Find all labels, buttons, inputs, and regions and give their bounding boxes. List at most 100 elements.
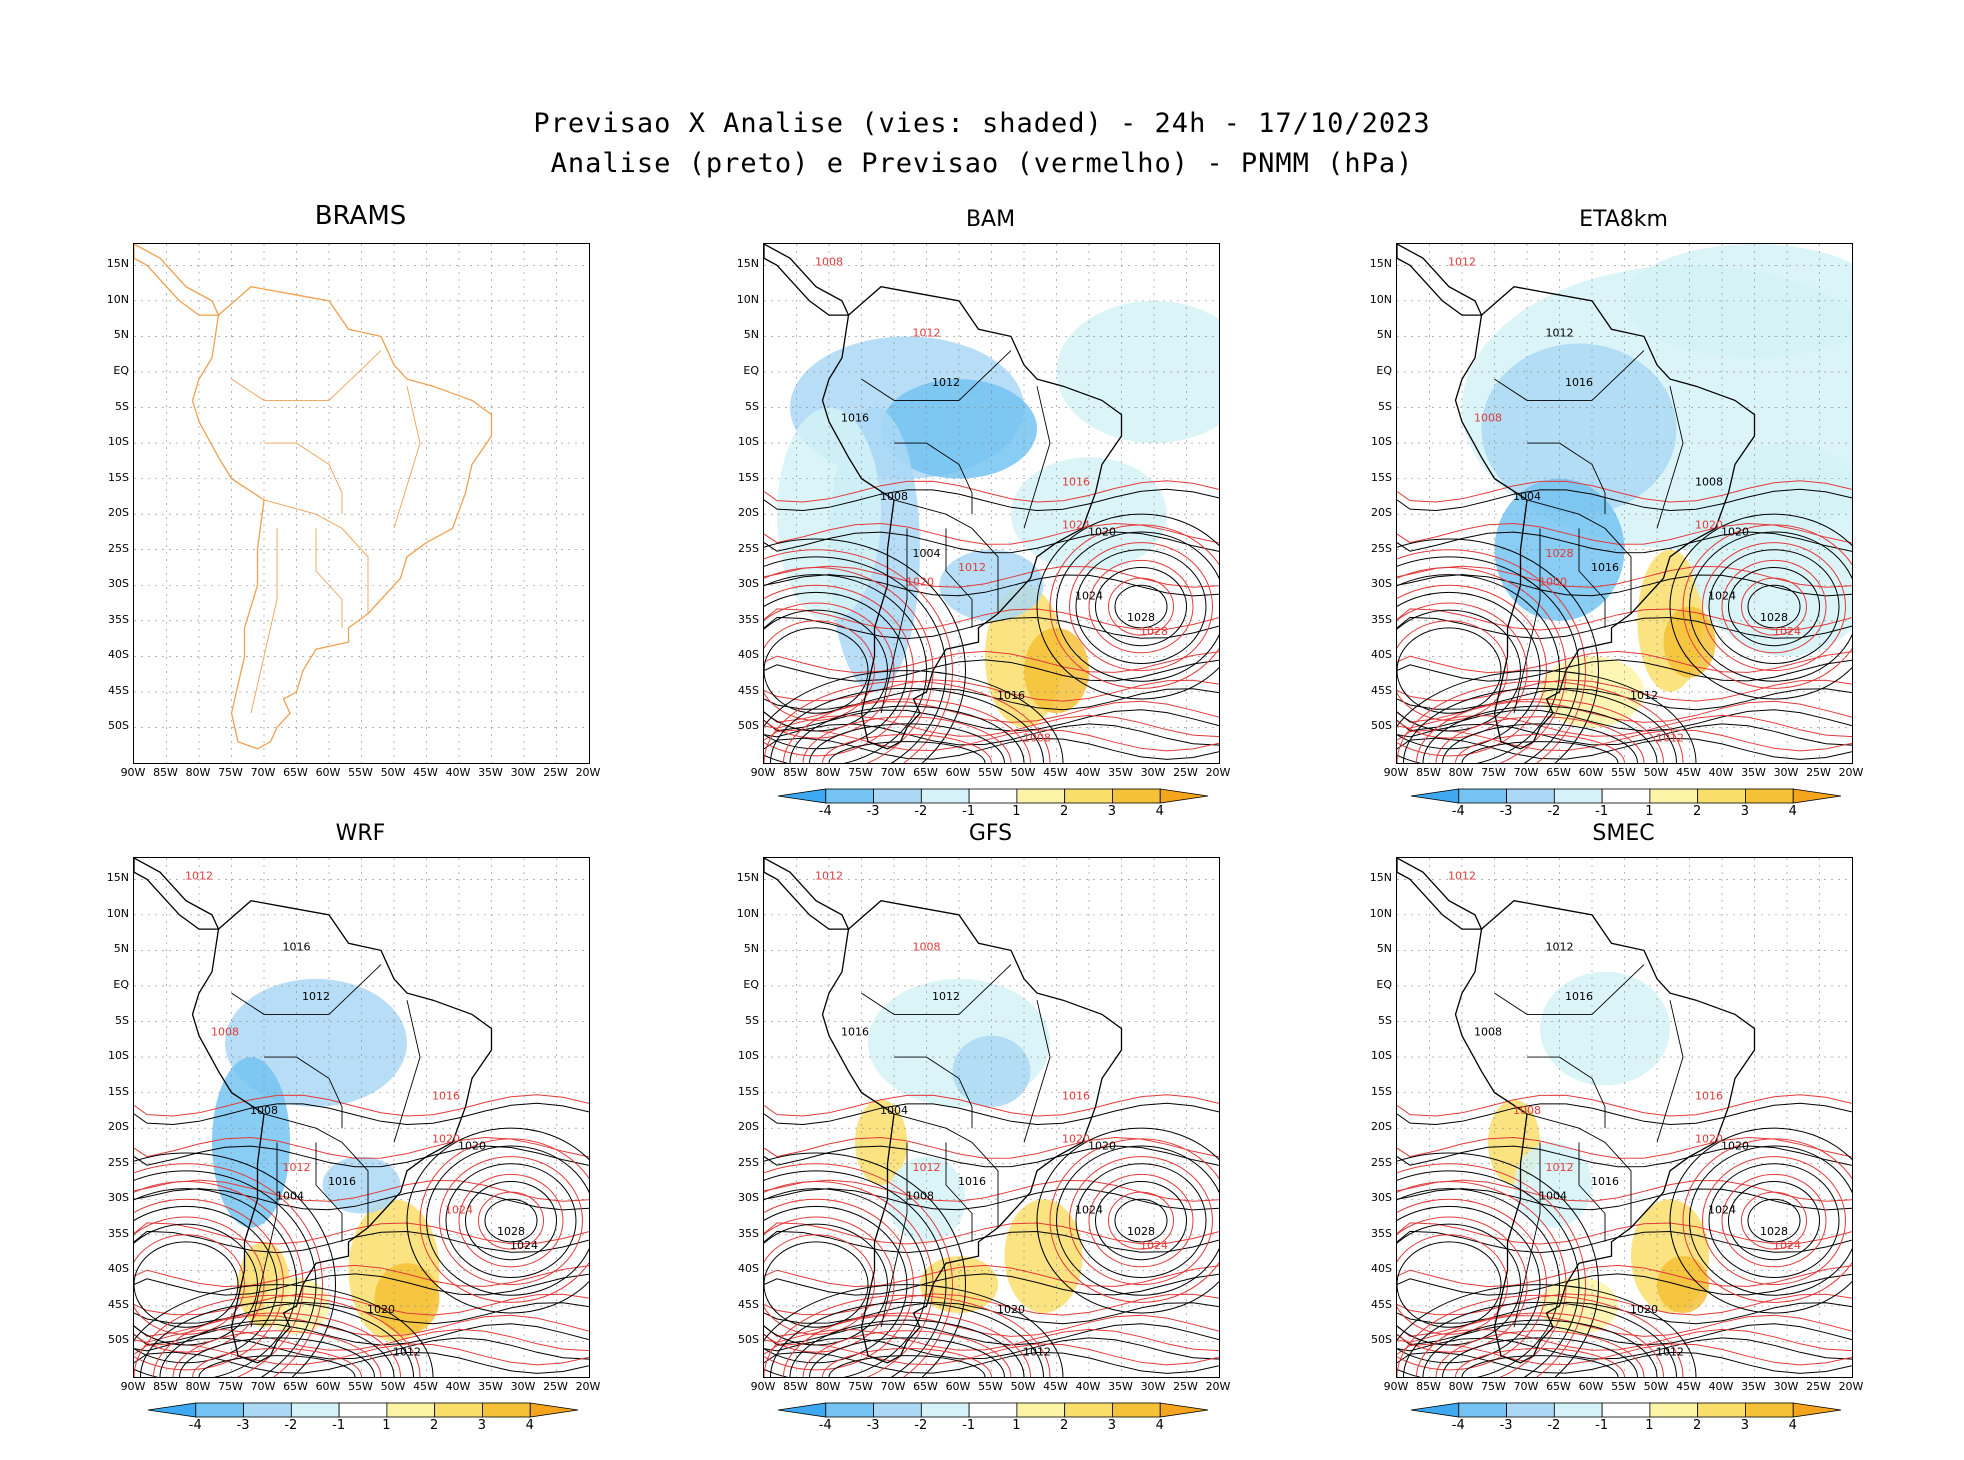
longitude-label: 20W bbox=[1838, 1380, 1864, 1393]
analysis-isobar bbox=[764, 627, 869, 714]
forecast-isobar bbox=[1397, 1094, 1852, 1117]
contour-label: 1000 bbox=[1539, 575, 1567, 588]
south-america-coastline bbox=[191, 286, 493, 750]
analysis-isobar bbox=[465, 1180, 557, 1261]
contour-label: 1020 bbox=[367, 1303, 395, 1316]
latitude-label: 10S bbox=[738, 435, 759, 449]
longitude-label: 80W bbox=[1448, 1380, 1474, 1393]
panel-title-gfs: GFS bbox=[968, 821, 1013, 846]
colorbar-segment bbox=[872, 788, 922, 804]
country-border bbox=[1023, 1000, 1051, 1143]
forecast-isobar bbox=[764, 679, 1219, 702]
colorbar-segment bbox=[1601, 788, 1650, 804]
longitude-label: 60W bbox=[945, 1380, 971, 1393]
longitude-label: 80W bbox=[815, 1380, 841, 1393]
analysis-isobar bbox=[764, 1337, 1219, 1360]
colorbar-tick-label: 1 bbox=[1645, 1418, 1654, 1433]
analysis-isobar bbox=[159, 1319, 395, 1377]
contour-label: 1008 bbox=[880, 490, 908, 503]
longitude-label: 85W bbox=[783, 766, 808, 779]
forecast-isobar bbox=[134, 1264, 589, 1288]
forecast-isobar bbox=[1741, 1191, 1807, 1250]
contour-label: 1008 bbox=[913, 940, 941, 953]
latitude-label: 30S bbox=[1371, 577, 1392, 591]
colorbar-tick-label: 2 bbox=[1693, 1418, 1702, 1433]
analysis-isobar bbox=[1397, 627, 1502, 714]
central-america-coastline bbox=[764, 244, 850, 316]
contour-label: 1020 bbox=[997, 1303, 1025, 1316]
analysis-isobar bbox=[134, 1145, 589, 1168]
map-brams bbox=[133, 243, 590, 764]
contour-label: 1028 bbox=[1127, 1225, 1155, 1238]
forecast-isobar bbox=[1397, 1328, 1852, 1352]
forecast-isobar bbox=[764, 1163, 953, 1377]
longitude-label: 35W bbox=[478, 766, 503, 779]
map-panel-wrf: WRF 1012 1016 1012 1008 1016 1020 1024 1028 1024 1… bbox=[93, 821, 608, 1460]
analysis-isobar bbox=[1056, 1145, 1219, 1296]
contour-label: 1020 bbox=[1088, 1139, 1116, 1152]
analysis-isobar bbox=[426, 1145, 589, 1296]
colorbar-tick-label: -3 bbox=[866, 1418, 880, 1433]
forecast-isobar bbox=[764, 620, 875, 721]
analysis-isobar bbox=[764, 1145, 1219, 1168]
longitude-label: 35W bbox=[1108, 766, 1133, 779]
forecast-isobar bbox=[1397, 1222, 1852, 1245]
central-america-coastline bbox=[1397, 244, 1483, 316]
analysis-isobar bbox=[134, 1337, 589, 1360]
analysis-isobar bbox=[1397, 556, 1580, 763]
contour-label: 1020 bbox=[1062, 1132, 1090, 1145]
map-panel-gfs: GFS 1012 1008 1012 1016 1016 1020 1024 1028 1024 1… bbox=[723, 821, 1238, 1460]
colorbar-segment bbox=[1648, 1402, 1698, 1418]
contour-label: 1024 bbox=[1708, 1203, 1736, 1216]
longitude-label: 90W bbox=[1383, 766, 1409, 779]
longitude-label: 90W bbox=[750, 766, 776, 779]
forecast-isobar bbox=[1397, 1163, 1586, 1377]
colorbar-tick-label: -3 bbox=[1499, 1418, 1513, 1433]
latitude-label: 15N bbox=[106, 871, 129, 885]
analysis-isobar bbox=[1056, 531, 1219, 682]
forecast-isobar bbox=[764, 549, 953, 763]
colorbar-tick-label: -1 bbox=[962, 1418, 976, 1433]
contour-label: 1008 bbox=[1023, 732, 1051, 745]
forecast-isobar bbox=[764, 1264, 1219, 1288]
colorbar-tick-label: -2 bbox=[914, 804, 928, 819]
country-border bbox=[231, 964, 382, 1015]
contour-label: 1012 bbox=[913, 326, 941, 339]
bias-shading-area bbox=[881, 379, 1037, 479]
latitude-label: 40S bbox=[738, 648, 759, 662]
forecast-isobar bbox=[1397, 480, 1852, 503]
latitude-label: 5S bbox=[745, 399, 759, 413]
latitude-label: 50S bbox=[108, 1333, 129, 1347]
contour-label: 1012 bbox=[932, 990, 960, 1003]
longitude-label: 35W bbox=[478, 1380, 503, 1393]
colorbar-tick-label: -4 bbox=[1451, 804, 1465, 819]
latitude-label: 10S bbox=[108, 1049, 129, 1063]
colorbar bbox=[777, 1402, 1208, 1418]
longitude-label: 55W bbox=[978, 1380, 1003, 1393]
forecast-isobar bbox=[822, 734, 992, 763]
longitude-label: 55W bbox=[1611, 1380, 1636, 1393]
forecast-isobar bbox=[1397, 1136, 1852, 1159]
colorbar-segment bbox=[433, 1402, 483, 1418]
analysis-isobar bbox=[134, 1188, 589, 1211]
latitude-label: 25S bbox=[1371, 1155, 1392, 1169]
longitude-label: 75W bbox=[1481, 1380, 1506, 1393]
contour-label: 1012 bbox=[1448, 869, 1476, 882]
analysis-isobar bbox=[484, 1198, 538, 1243]
longitude-label: 65W bbox=[283, 766, 308, 779]
forecast-isobar bbox=[1455, 1348, 1625, 1377]
analysis-isobar bbox=[1397, 1223, 1521, 1346]
forecast-isobar bbox=[1416, 1312, 1664, 1377]
latitude-label: EQ bbox=[743, 977, 759, 991]
latitude-label: 5N bbox=[1376, 942, 1392, 956]
central-america-coastline bbox=[134, 858, 220, 930]
colorbar-segment bbox=[1111, 1402, 1161, 1418]
latitude-label: 5N bbox=[113, 942, 129, 956]
contour-label: 1024 bbox=[445, 1203, 473, 1216]
latitude-label: 40S bbox=[1371, 648, 1392, 662]
latitude-label: 20S bbox=[738, 506, 759, 520]
latitude-label: 5S bbox=[745, 1013, 759, 1027]
colorbar-segment bbox=[194, 1402, 244, 1418]
longitude-label: 30W bbox=[1773, 766, 1799, 779]
forecast-isobar bbox=[419, 1138, 589, 1303]
